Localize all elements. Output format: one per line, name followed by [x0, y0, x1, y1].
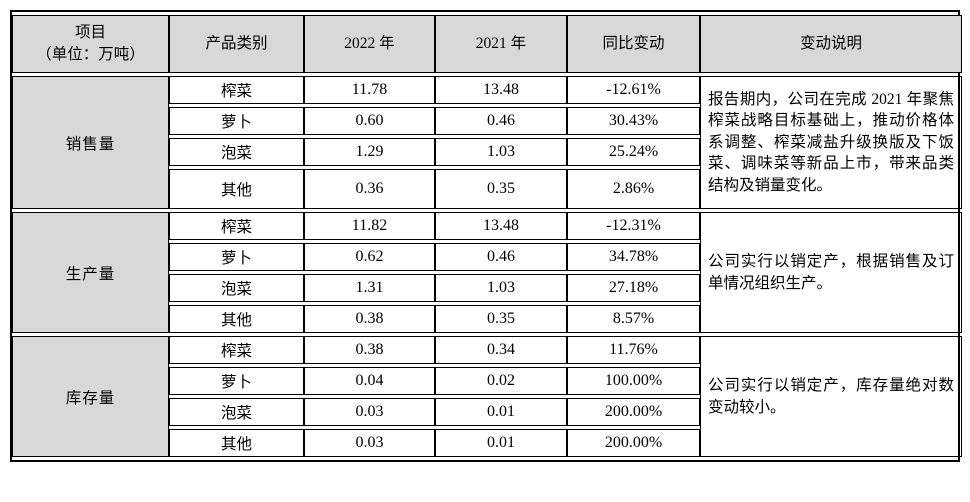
value-2022-cell: 11.82: [304, 212, 435, 240]
group-label-inventory: 库存量: [12, 336, 169, 457]
category-cell: 榨菜: [169, 76, 304, 104]
table-row: 萝卜 0.62 0.46 34.78%: [12, 243, 962, 271]
header-item: 项目 （单位：万吨）: [12, 15, 169, 73]
category-cell: 泡菜: [169, 398, 304, 426]
table-row: 泡菜 0.03 0.01 200.00%: [12, 398, 962, 426]
table-row: 生产量 榨菜 11.82 13.48 -12.31% 公司实行以销定产，根据销售…: [12, 212, 962, 333]
category-cell: 萝卜: [169, 107, 304, 135]
value-2021-cell: 0.35: [435, 169, 567, 209]
group-label-production: 生产量: [12, 212, 169, 333]
yoy-cell: 100.00%: [567, 367, 700, 395]
value-2021-cell: 0.46: [435, 107, 567, 135]
table-row: 其他 0.03 0.01 200.00%: [12, 429, 962, 457]
group-label-sales: 销售量: [12, 76, 169, 209]
value-2022-cell: 0.03: [304, 398, 435, 426]
value-2021-cell: 0.01: [435, 429, 567, 457]
header-yoy: 同比变动: [567, 15, 700, 73]
value-2022-cell: 1.29: [304, 138, 435, 166]
value-2021-cell: 13.48: [435, 76, 567, 104]
yoy-cell: -12.31%: [567, 212, 700, 240]
value-2021-cell: 0.02: [435, 367, 567, 395]
value-2021-cell: 0.35: [435, 305, 567, 333]
category-cell: 萝卜: [169, 243, 304, 271]
yoy-cell: 27.18%: [567, 274, 700, 302]
value-2022-cell: 0.03: [304, 429, 435, 457]
header-item-unit: （单位：万吨）: [36, 46, 145, 63]
category-cell: 萝卜: [169, 367, 304, 395]
table-row: 库存量 榨菜 0.38 0.34 11.76% 公司实行以销定产，库存量绝对数变…: [12, 336, 962, 457]
value-2021-cell: 0.01: [435, 398, 567, 426]
table-row: 其他 0.36 0.35 2.86%: [12, 169, 962, 209]
value-2022-cell: 0.60: [304, 107, 435, 135]
table-row: 萝卜 0.04 0.02 100.00%: [12, 367, 962, 395]
table-row: 销售量 榨菜 11.78 13.48 -12.61% 报告期内，公司在完成 20…: [12, 76, 962, 209]
note-inventory: 公司实行以销定产，库存量绝对数变动较小。: [700, 336, 962, 457]
yoy-cell: 2.86%: [567, 169, 700, 209]
value-2022-cell: 0.38: [304, 305, 435, 333]
yoy-cell: 11.76%: [567, 336, 700, 364]
value-2022-cell: 0.04: [304, 367, 435, 395]
category-cell: 泡菜: [169, 138, 304, 166]
table-row: 萝卜 0.60 0.46 30.43%: [12, 107, 962, 135]
note-sales: 报告期内，公司在完成 2021 年聚焦榨菜战略目标基础上，推动价格体系调整、榨菜…: [700, 76, 962, 209]
yoy-cell: 200.00%: [567, 429, 700, 457]
value-2022-cell: 0.62: [304, 243, 435, 271]
header-year-2021: 2021 年: [435, 15, 567, 73]
yoy-cell: 200.00%: [567, 398, 700, 426]
value-2021-cell: 1.03: [435, 138, 567, 166]
value-2022-cell: 1.31: [304, 274, 435, 302]
product-volume-table: 项目 （单位：万吨） 产品类别 2022 年 2021 年 同比变动 变动说明 …: [12, 12, 962, 460]
table-row: 其他 0.38 0.35 8.57%: [12, 305, 962, 333]
note-production: 公司实行以销定产，根据销售及订单情况组织生产。: [700, 212, 962, 333]
header-item-title: 项目: [74, 23, 106, 41]
yoy-cell: 25.24%: [567, 138, 700, 166]
header-year-2022: 2022 年: [304, 15, 435, 73]
yoy-cell: -12.61%: [567, 76, 700, 104]
category-cell: 其他: [169, 169, 304, 209]
category-cell: 泡菜: [169, 274, 304, 302]
value-2022-cell: 0.36: [304, 169, 435, 209]
value-2022-cell: 11.78: [304, 76, 435, 104]
value-2021-cell: 0.46: [435, 243, 567, 271]
table-row: 泡菜 1.29 1.03 25.24%: [12, 138, 962, 166]
category-cell: 其他: [169, 305, 304, 333]
header-category: 产品类别: [169, 15, 304, 73]
yoy-cell: 34.78%: [567, 243, 700, 271]
value-2021-cell: 0.34: [435, 336, 567, 364]
header-note: 变动说明: [700, 15, 962, 73]
yoy-cell: 8.57%: [567, 305, 700, 333]
value-2021-cell: 13.48: [435, 212, 567, 240]
category-cell: 榨菜: [169, 336, 304, 364]
value-2021-cell: 1.03: [435, 274, 567, 302]
table-header-row: 项目 （单位：万吨） 产品类别 2022 年 2021 年 同比变动 变动说明: [12, 15, 962, 73]
value-2022-cell: 0.38: [304, 336, 435, 364]
table-row: 泡菜 1.31 1.03 27.18%: [12, 274, 962, 302]
category-cell: 其他: [169, 429, 304, 457]
category-cell: 榨菜: [169, 212, 304, 240]
yoy-cell: 30.43%: [567, 107, 700, 135]
volume-table: 项目 （单位：万吨） 产品类别 2022 年 2021 年 同比变动 变动说明 …: [10, 10, 962, 462]
